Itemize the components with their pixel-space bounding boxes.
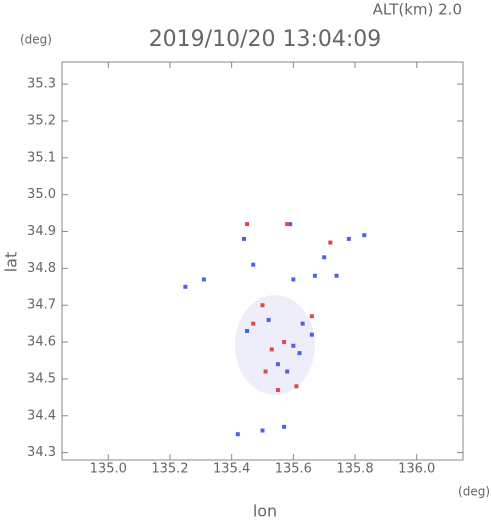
faint-echo	[235, 295, 315, 395]
x-tick-label: 136.0	[398, 462, 435, 477]
echo-point	[312, 273, 317, 278]
y-tick-label: 35.1	[27, 150, 56, 165]
echo-point	[275, 362, 280, 367]
x-tick-label: 135.2	[151, 462, 188, 477]
echo-point	[309, 332, 314, 337]
echo-point	[328, 240, 333, 245]
echo-point	[294, 384, 299, 389]
echo-point	[245, 329, 250, 334]
echo-point	[297, 351, 302, 356]
echo-point	[346, 236, 351, 241]
echo-point	[241, 236, 246, 241]
y-tick-label: 34.3	[27, 445, 56, 460]
echo-point	[183, 284, 188, 289]
echo-point	[309, 314, 314, 319]
echo-point	[288, 222, 293, 227]
echo-point	[275, 387, 280, 392]
y-unit: (deg)	[20, 33, 52, 47]
plot-frame	[61, 61, 464, 461]
echo-point	[245, 222, 250, 227]
y-axis-label: lat	[2, 252, 21, 273]
y-tick-label: 34.4	[27, 408, 56, 423]
x-tick-label: 135.4	[213, 462, 250, 477]
echo-point	[235, 432, 240, 437]
echo-point	[362, 233, 367, 238]
y-tick-label: 34.6	[27, 335, 56, 350]
altitude-label: ALT(km) 2.0	[373, 1, 462, 19]
echo-point	[285, 222, 290, 227]
echo-point	[291, 277, 296, 282]
echo-point	[263, 369, 268, 374]
echo-point	[322, 255, 327, 260]
echo-point	[300, 321, 305, 326]
x-tick-label: 135.8	[336, 462, 373, 477]
echo-point	[251, 262, 256, 267]
echo-point	[291, 343, 296, 348]
y-tick-label: 34.5	[27, 371, 56, 386]
echo-point	[334, 273, 339, 278]
y-tick-label: 34.9	[27, 224, 56, 239]
echo-point	[260, 428, 265, 433]
echo-point	[201, 277, 206, 282]
echo-point	[260, 303, 265, 308]
x-tick-label: 135.6	[275, 462, 312, 477]
x-unit: (deg)	[458, 485, 490, 499]
chart-title: 2019/10/20 13:04:09	[149, 27, 382, 52]
echo-point	[269, 347, 274, 352]
echo-point	[285, 369, 290, 374]
echo-point	[282, 340, 287, 345]
y-tick-label: 34.7	[27, 298, 56, 313]
echo-point	[251, 321, 256, 326]
y-tick-label: 35.2	[27, 113, 56, 128]
y-tick-label: 34.8	[27, 261, 56, 276]
echo-point	[266, 317, 271, 322]
x-axis-label: lon	[253, 502, 277, 521]
echo-point	[282, 424, 287, 429]
y-tick-label: 35.0	[27, 187, 56, 202]
y-tick-label: 35.3	[27, 77, 56, 92]
x-tick-label: 135.0	[90, 462, 127, 477]
